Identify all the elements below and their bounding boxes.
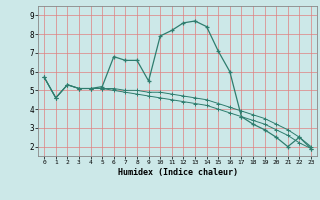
- X-axis label: Humidex (Indice chaleur): Humidex (Indice chaleur): [118, 168, 238, 177]
